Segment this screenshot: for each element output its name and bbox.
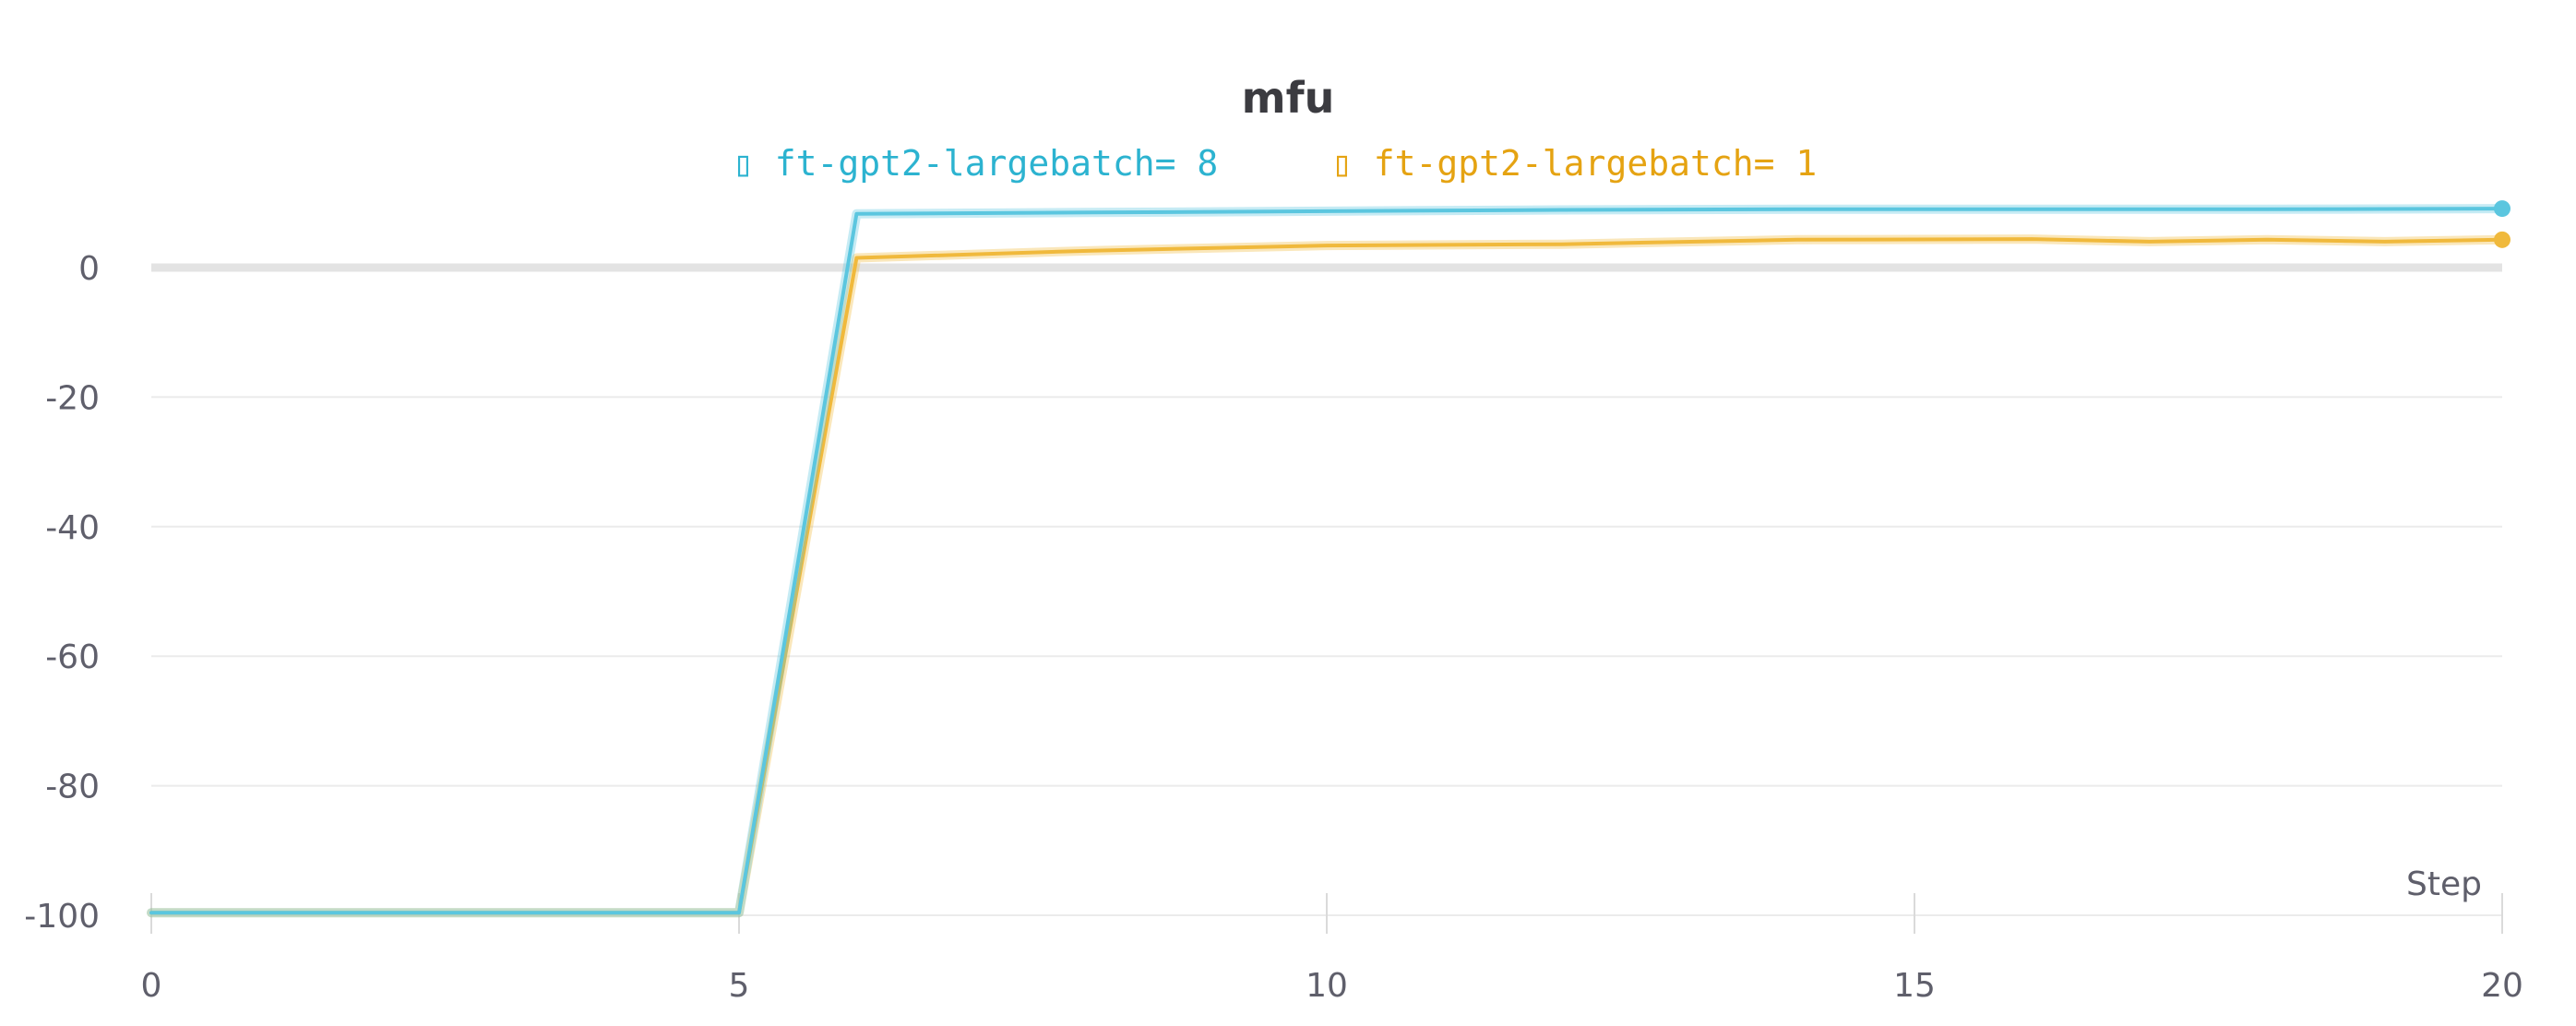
legend-item-series-1[interactable]: ▯ ft-gpt2-largebatch= 8 (733, 143, 1218, 184)
y-tick-label: -20 (45, 379, 100, 417)
y-tick-label: -60 (45, 638, 100, 676)
x-tick-label: 0 (141, 967, 162, 1005)
chart-title: mfu (1242, 73, 1335, 123)
x-tick-label: 20 (2481, 967, 2523, 1005)
series-line-halo-1 (147, 204, 2507, 918)
series-end-point-2 (2494, 231, 2510, 248)
x-tick-label: 10 (1306, 967, 1348, 1005)
legend-icon-series-2: ▯ (1331, 143, 1353, 184)
y-tick-label: -100 (24, 898, 100, 936)
legend-icon-series-1: ▯ (733, 143, 754, 184)
legend-label-series-1: ft-gpt2-largebatch= 8 (775, 143, 1218, 184)
grid-lines (151, 263, 2502, 916)
x-axis-title: Step (2406, 865, 2482, 903)
x-tick-label: 15 (1893, 967, 1936, 1005)
plot-area (147, 200, 2510, 918)
legend-item-series-2[interactable]: ▯ ft-gpt2-largebatch= 1 (1331, 143, 1817, 184)
x-tick-label: 5 (729, 967, 750, 1005)
y-tick-label: -40 (45, 509, 100, 547)
legend: ▯ ft-gpt2-largebatch= 8 ▯ ft-gpt2-largeb… (733, 143, 1817, 184)
series-line-1 (149, 207, 2504, 915)
y-tick-label: 0 (78, 250, 100, 288)
series-line-halo-2 (147, 234, 2507, 918)
legend-label-series-2: ft-gpt2-largebatch= 1 (1374, 143, 1817, 184)
series-line-2 (149, 237, 2504, 915)
series-end-point-1 (2494, 200, 2510, 218)
y-tick-label: -80 (45, 769, 100, 806)
axes: Step 0 -20 -40 -60 -80 -100 0 5 10 15 20 (24, 250, 2523, 1005)
